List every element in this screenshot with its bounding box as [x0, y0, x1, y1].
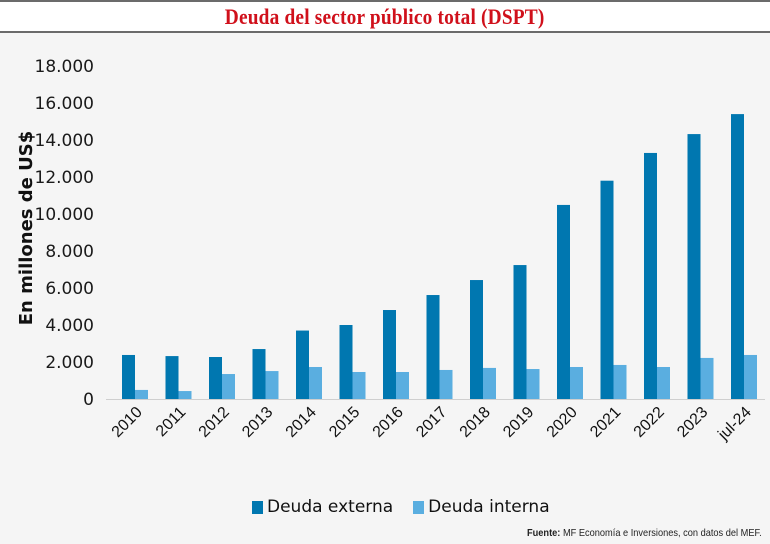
y-axis: 0 2.000 4.000 6.000 8.000 10.000 12.000 14.000 1… [35, 57, 94, 410]
bar-deuda-interna-2011 [178, 391, 192, 399]
bar-deuda-externa-2017 [426, 295, 440, 399]
legend-item-deuda-externa: Deuda externa [252, 497, 393, 517]
bar-deuda-interna-2012 [222, 374, 235, 399]
legend: Deuda externa Deuda interna [252, 497, 570, 517]
x-tick-label: 2010 [109, 404, 146, 441]
x-tick-label: 2012 [196, 404, 233, 441]
bar-deuda-externa-jul-24 [731, 114, 744, 399]
bar-deuda-externa-2019 [513, 265, 527, 399]
y-tick-label: 0 [83, 390, 94, 410]
y-tick-label: 10.000 [35, 205, 94, 225]
x-tick-label: 2020 [544, 404, 581, 441]
bar-deuda-interna-jul-24 [744, 354, 757, 399]
chart-title: Deuda del sector público total (DSPT) [225, 4, 545, 29]
x-tick-label: 2011 [153, 404, 189, 440]
bar-deuda-interna-2021 [613, 364, 627, 399]
bar-deuda-externa-2023 [687, 134, 701, 399]
legend-swatch-deuda-interna [413, 500, 425, 514]
x-tick-label: 2019 [500, 404, 537, 441]
bar-deuda-interna-2017 [439, 369, 453, 399]
x-tick-label: 2021 [587, 404, 624, 441]
x-axis: 2010 2011 2012 2013 2014 2015 2016 2017 2018 2019… [109, 404, 755, 444]
legend-swatch-deuda-externa [252, 500, 263, 514]
bar-deuda-externa-2015 [339, 325, 353, 399]
bar-deuda-externa-2014 [296, 330, 309, 399]
y-tick-label: 14.000 [35, 131, 94, 151]
x-tick-label: 2023 [674, 404, 711, 441]
bar-deuda-externa-2011 [165, 356, 179, 399]
title-bar: Deuda del sector público total (DSPT) [0, 0, 770, 33]
bar-deuda-interna-2014 [309, 366, 322, 399]
legend-item-deuda-interna: Deuda interna [413, 497, 550, 517]
y-tick-label: 18.000 [35, 57, 94, 77]
bar-deuda-externa-2012 [209, 357, 222, 399]
y-tick-label: 4.000 [45, 316, 94, 336]
bar-deuda-interna-2022 [657, 366, 670, 399]
bar-deuda-interna-2013 [265, 371, 279, 399]
y-tick-label: 6.000 [45, 279, 94, 299]
bar-deuda-interna-2018 [483, 367, 496, 399]
bars [122, 114, 757, 399]
y-axis-title: En millones de US$ [16, 131, 37, 325]
bar-deuda-interna-2015 [352, 371, 366, 399]
x-tick-label: 2015 [326, 404, 363, 441]
bar-deuda-interna-2010 [135, 389, 148, 399]
bar-deuda-externa-2020 [557, 204, 570, 399]
bar-deuda-interna-2023 [700, 357, 714, 399]
x-tick-label: 2016 [370, 404, 407, 441]
bar-deuda-externa-2010 [122, 354, 135, 399]
bar-deuda-externa-2016 [383, 310, 396, 399]
source-text: MF Economía e Inversiones, con datos del… [560, 527, 762, 539]
y-tick-label: 8.000 [45, 242, 94, 262]
bar-deuda-externa-2022 [644, 152, 657, 399]
y-tick-label: 16.000 [35, 94, 94, 114]
bar-deuda-externa-2021 [600, 180, 614, 399]
legend-label: Deuda externa [267, 497, 394, 517]
bar-deuda-interna-2020 [570, 366, 583, 399]
y-tick-label: 12.000 [35, 168, 94, 188]
bar-deuda-interna-2019 [526, 369, 540, 399]
bar-deuda-externa-2018 [470, 280, 483, 399]
x-tick-label: 2014 [283, 404, 320, 441]
x-tick-label: 2022 [631, 404, 668, 441]
legend-label: Deuda interna [428, 497, 550, 517]
source-note: Fuente: MF Economía e Inversiones, con d… [527, 527, 762, 539]
y-tick-label: 2.000 [45, 353, 94, 373]
source-label: Fuente: [527, 527, 561, 539]
x-tick-label: 2017 [413, 404, 450, 441]
bar-deuda-externa-2013 [252, 349, 266, 399]
x-tick-label: 2018 [457, 404, 494, 441]
bar-deuda-interna-2016 [396, 371, 409, 399]
x-tick-label: jul-24 [714, 404, 754, 444]
x-tick-label: 2013 [239, 404, 276, 441]
